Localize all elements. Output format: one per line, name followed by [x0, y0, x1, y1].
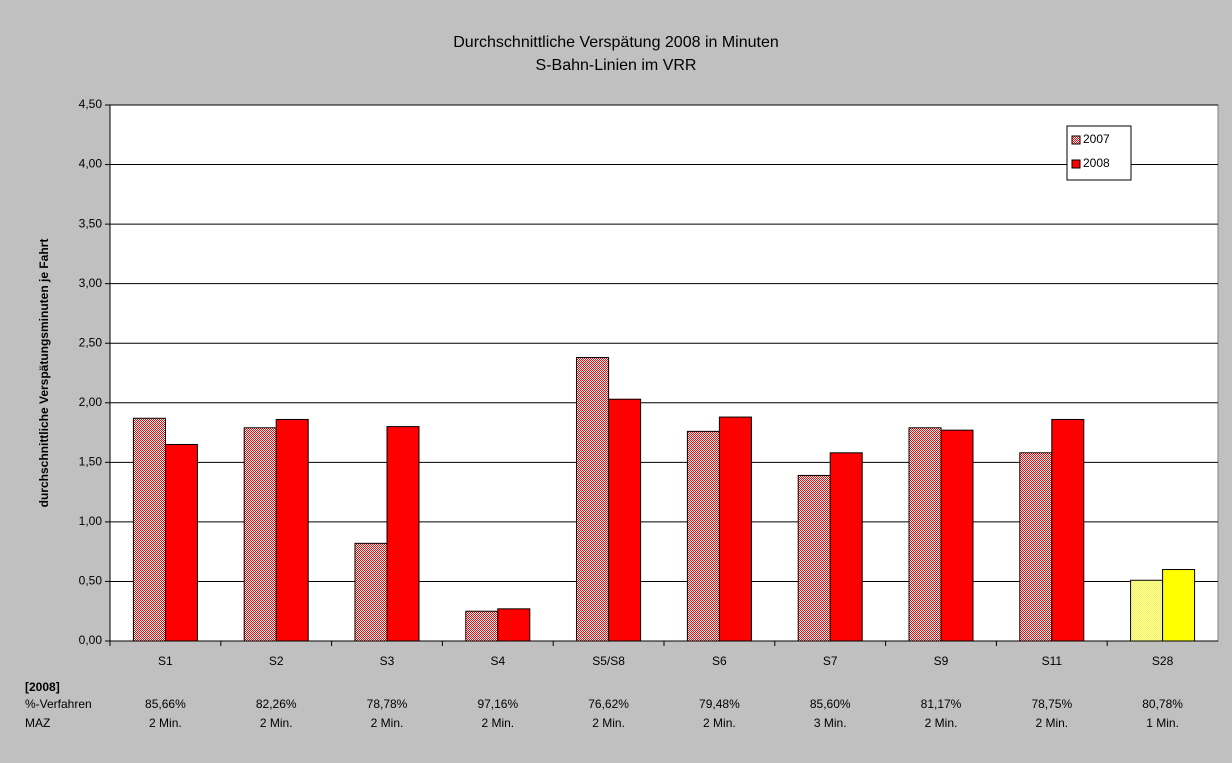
x-tick-label: S11 — [1042, 654, 1063, 668]
y-axis-label: durchschnittliche Verspätungsminuten je … — [37, 239, 51, 508]
bar — [465, 610, 499, 642]
table-title: [2008] — [25, 680, 60, 694]
table-cell: 76,62% — [588, 697, 629, 711]
x-tick-label: S3 — [380, 654, 395, 668]
table-cell: 78,78% — [367, 697, 408, 711]
table-cell: 2 Min. — [481, 716, 514, 730]
table-cell: 3 Min. — [814, 716, 847, 730]
bar — [275, 418, 309, 642]
bar — [386, 426, 420, 642]
table-cell: 97,16% — [477, 697, 518, 711]
bar — [1130, 579, 1164, 642]
bar — [1019, 452, 1053, 642]
table-cell: 79,48% — [699, 697, 740, 711]
table-cell: 80,78% — [1142, 697, 1183, 711]
table-cell: 2 Min. — [703, 716, 736, 730]
table-row-label: %-Verfahren — [25, 697, 92, 711]
table-cell: 2 Min. — [149, 716, 182, 730]
table-cell: 2 Min. — [925, 716, 958, 730]
y-tick-label: 0,50 — [79, 574, 103, 588]
chart-subtitle: S-Bahn-Linien im VRR — [536, 57, 697, 74]
bar — [718, 416, 752, 642]
table-cell: 81,17% — [921, 697, 962, 711]
bar — [132, 417, 166, 642]
bar — [1051, 418, 1085, 642]
x-tick-label: S6 — [712, 654, 727, 668]
x-tick-label: S7 — [823, 654, 838, 668]
bar — [497, 608, 531, 642]
chart-title: Durchschnittliche Verspätung 2008 in Min… — [453, 34, 779, 51]
bar — [576, 357, 610, 642]
bar — [686, 430, 720, 642]
table-cell: 1 Min. — [1146, 716, 1179, 730]
bar — [608, 398, 642, 642]
legend-box — [1066, 125, 1132, 181]
y-tick-label: 4,00 — [79, 157, 103, 171]
bar — [797, 474, 831, 642]
legend-label: 2007 — [1083, 132, 1110, 146]
table-cell: 78,75% — [1031, 697, 1072, 711]
bar — [829, 452, 863, 642]
bar — [354, 542, 388, 642]
table-row-label: MAZ — [25, 716, 50, 730]
x-tick-label: S9 — [934, 654, 949, 668]
y-tick-label: 3,50 — [79, 216, 103, 230]
bar — [908, 427, 942, 642]
legend-label: 2008 — [1083, 156, 1110, 170]
bar — [243, 427, 277, 642]
table-cell: 82,26% — [256, 697, 297, 711]
table-cell: 2 Min. — [260, 716, 293, 730]
legend-swatch — [1071, 135, 1081, 145]
bar — [1162, 569, 1196, 642]
x-tick-label: S4 — [490, 654, 505, 668]
y-tick-label: 4,50 — [79, 97, 103, 111]
table-cell: 85,66% — [145, 697, 186, 711]
y-tick-label: 0,00 — [79, 633, 103, 647]
legend-swatch — [1071, 159, 1081, 169]
table-cell: 2 Min. — [371, 716, 404, 730]
x-tick-label: S28 — [1152, 654, 1174, 668]
bar — [164, 443, 198, 642]
table-cell: 2 Min. — [592, 716, 625, 730]
bar — [940, 429, 974, 642]
table-cell: 85,60% — [810, 697, 851, 711]
y-tick-label: 1,00 — [79, 514, 103, 528]
table-cell: 2 Min. — [1035, 716, 1068, 730]
y-tick-label: 1,50 — [79, 455, 103, 469]
y-tick-label: 2,00 — [79, 395, 103, 409]
y-tick-label: 3,00 — [79, 276, 103, 290]
x-tick-label: S1 — [158, 654, 173, 668]
x-tick-label: S2 — [269, 654, 284, 668]
x-tick-label: S5/S8 — [592, 654, 625, 668]
y-tick-label: 2,50 — [79, 335, 103, 349]
